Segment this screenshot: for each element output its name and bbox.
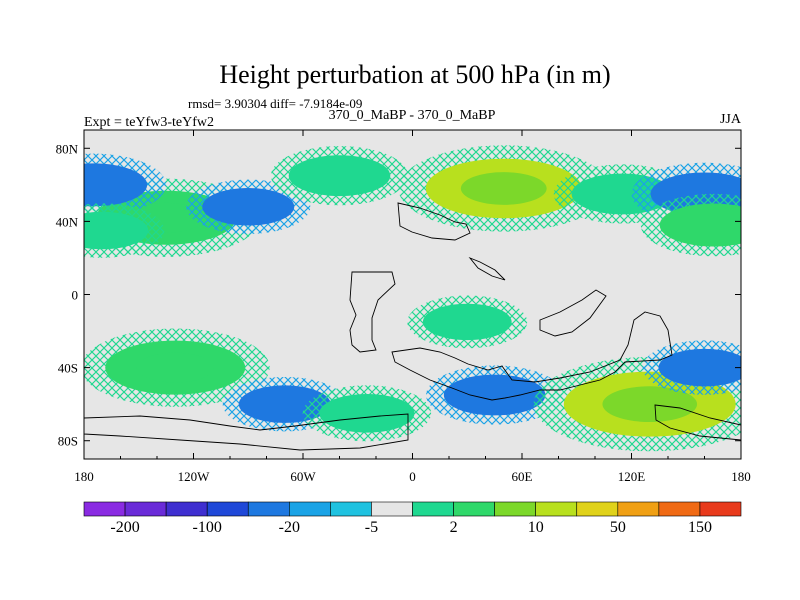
- colorbar: -200 -100 -20 -5 2 10 50 150: [83, 501, 742, 536]
- coastline-layer: [84, 202, 741, 451]
- colorbar-swatch: [617, 501, 660, 517]
- colorbar-label: -200: [110, 519, 139, 536]
- colorbar-swatch: [494, 501, 536, 517]
- colorbar-label: 50: [610, 519, 626, 536]
- experiment-label: Expt = teYfw3-teYfw2: [84, 115, 214, 130]
- contour-region: [659, 203, 741, 247]
- contour-region: [202, 188, 295, 226]
- colorbar-swatch: [247, 501, 290, 517]
- colorbar-swatch: [453, 501, 495, 517]
- coastline-africa: [391, 311, 673, 401]
- colorbar-label: 150: [688, 519, 712, 536]
- y-tick-label: 80N: [56, 141, 79, 156]
- contour-region: [319, 394, 415, 433]
- colorbar-label: -5: [365, 519, 378, 536]
- stats-label: rmsd= 3.90304 diff= -7.9184e-09: [188, 96, 362, 111]
- x-tick-label: 120E: [618, 469, 646, 484]
- contour-fill-layer: [84, 145, 741, 452]
- contour-region: [422, 303, 512, 341]
- comparison-label: 370_0_MaBP - 370_0_MaBP: [329, 108, 496, 123]
- coastline-australia: [468, 256, 607, 337]
- contour-region: [288, 155, 391, 197]
- coastline-antarctica: [84, 404, 741, 451]
- y-tick-label: 40S: [58, 361, 78, 376]
- y-tick-label: 0: [72, 288, 79, 303]
- x-tick-label: 180: [74, 469, 94, 484]
- x-tick-label: 180: [731, 469, 751, 484]
- chart-title: Height perturbation at 500 hPa (in m): [219, 60, 610, 89]
- colorbar-swatch: [576, 501, 619, 517]
- x-axis: 180 120W 60W 0 60E 120E 180: [74, 130, 751, 484]
- colorbar-swatch: [83, 501, 126, 517]
- colorbar-swatch: [535, 501, 578, 517]
- colorbar-swatch: [289, 501, 331, 517]
- y-axis: 80N 40N 0 40S 80S: [56, 141, 741, 449]
- colorbar-label: 10: [528, 519, 544, 536]
- colorbar-swatch: [124, 501, 167, 517]
- colorbar-label: -20: [279, 519, 300, 536]
- colorbar-label: -100: [193, 519, 222, 536]
- x-tick-label: 120W: [178, 469, 211, 484]
- season-label: JJA: [720, 112, 742, 127]
- coastline-americas: [349, 202, 471, 353]
- y-tick-label: 40N: [56, 214, 79, 229]
- x-tick-label: 0: [409, 469, 416, 484]
- x-tick-label: 60W: [290, 469, 316, 484]
- contour-region: [443, 374, 546, 416]
- contour-core: [460, 172, 547, 205]
- x-tick-label: 60E: [512, 469, 533, 484]
- colorbar-swatch: [330, 501, 372, 517]
- colorbar-swatch: [371, 501, 413, 517]
- contour-region: [84, 163, 148, 207]
- contour-core: [602, 386, 698, 423]
- colorbar-swatch: [699, 501, 742, 517]
- colorbar-swatch: [412, 501, 454, 517]
- colorbar-swatch: [206, 501, 249, 517]
- colorbar-swatch: [658, 501, 701, 517]
- contour-region: [84, 211, 149, 250]
- colorbar-swatch: [165, 501, 208, 517]
- y-tick-label: 80S: [58, 434, 78, 449]
- colorbar-label: 2: [450, 519, 458, 536]
- contour-core: [136, 352, 214, 383]
- contour-region: [658, 348, 741, 387]
